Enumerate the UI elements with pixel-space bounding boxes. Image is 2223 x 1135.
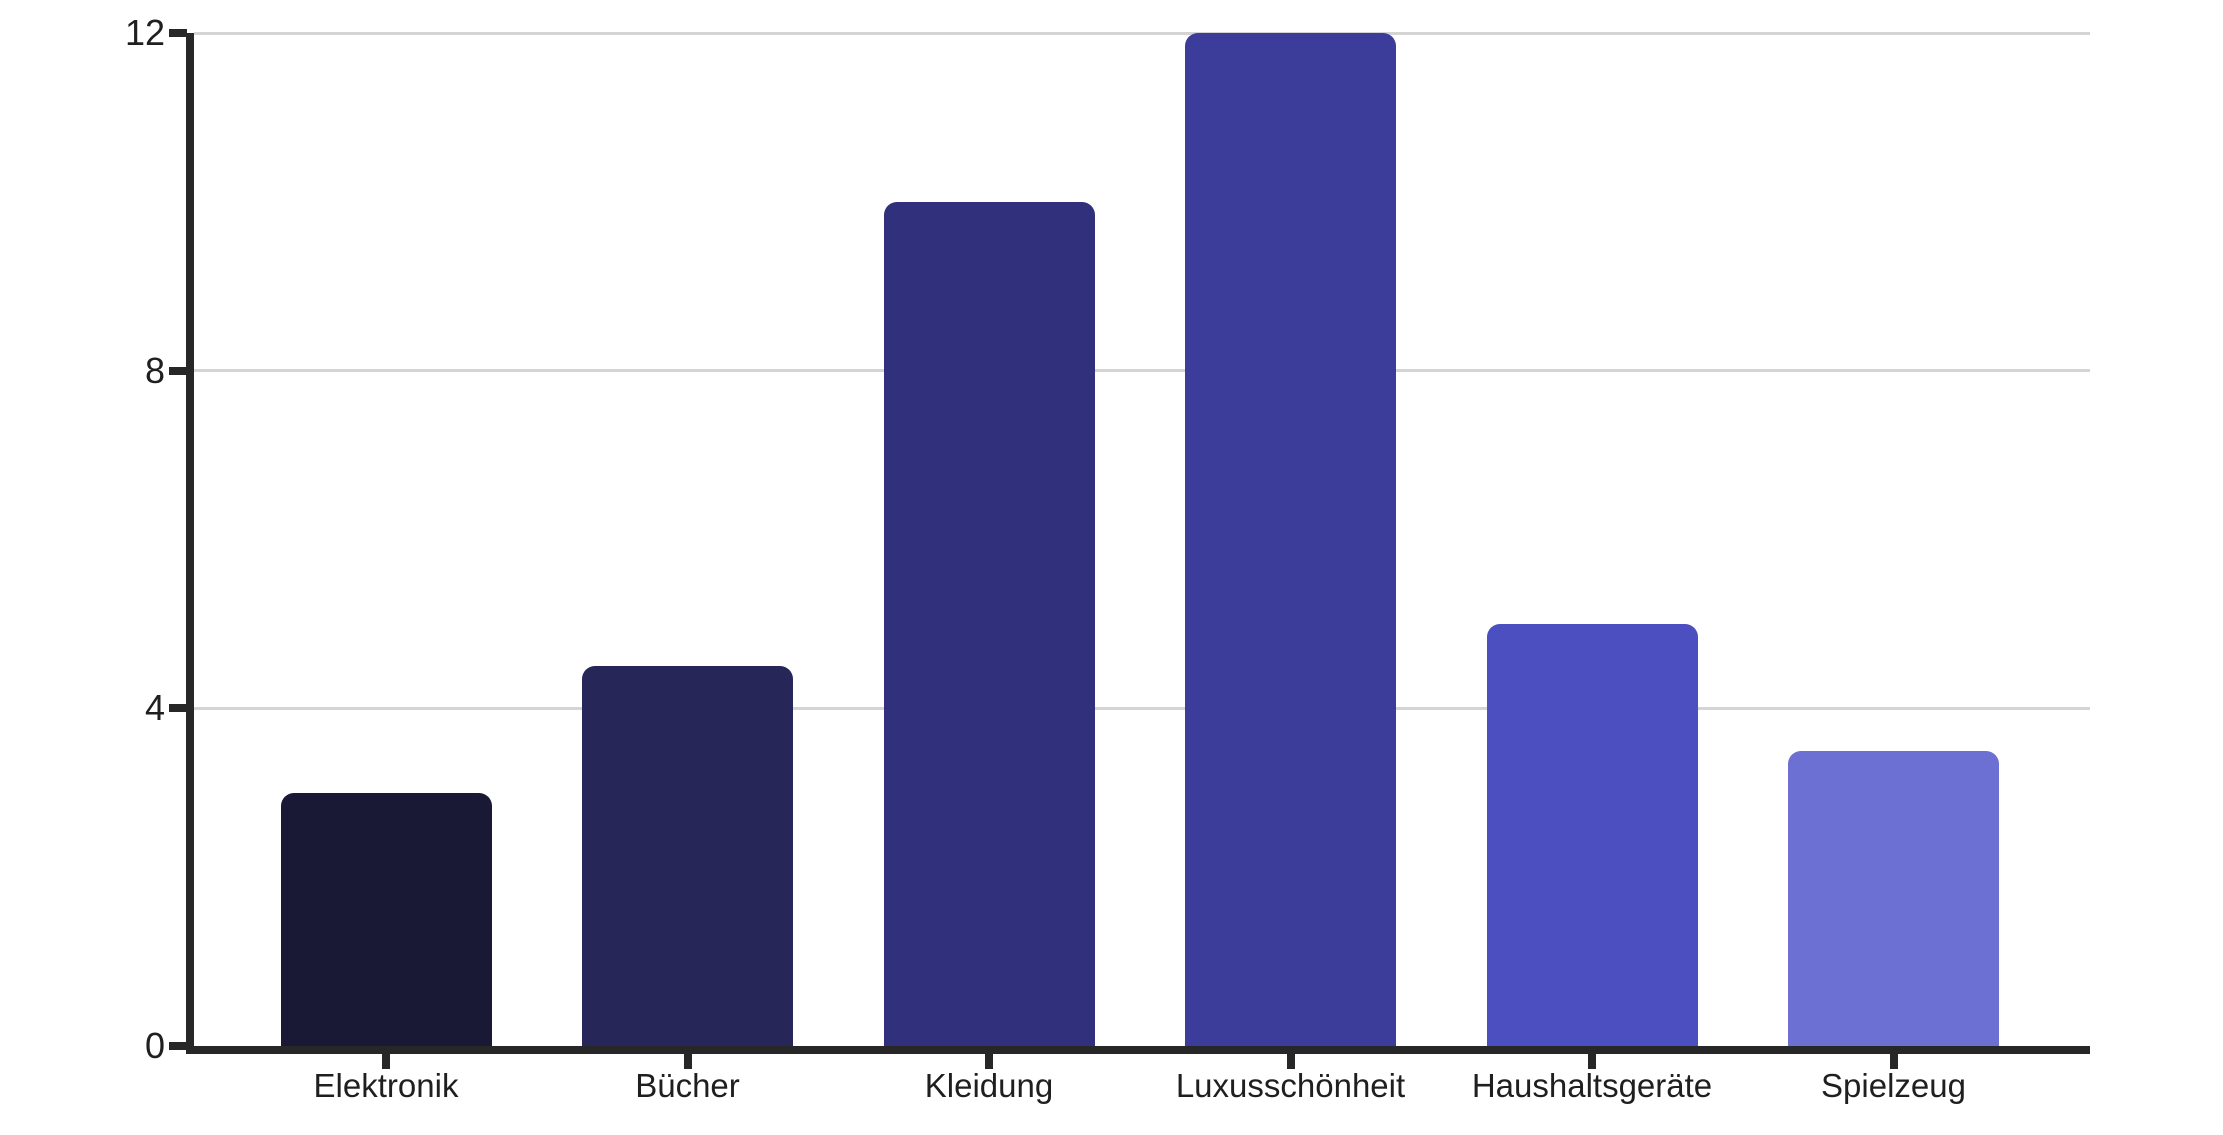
y-axis-tick-mark-8 — [169, 366, 187, 375]
x-axis-tick-mark-elektronik — [382, 1054, 390, 1069]
x-axis-tick-mark-kleidung — [985, 1054, 993, 1069]
y-axis-tick-label-8: 8 — [144, 349, 165, 391]
bar-luxusschönheit[interactable] — [1185, 33, 1396, 1046]
x-axis-tick-label-elektronik: Elektronik — [313, 1067, 459, 1104]
y-axis-line — [186, 33, 194, 1054]
x-axis-tick-label-spielzeug: Spielzeug — [1821, 1067, 1966, 1104]
gridline-12 — [194, 31, 2090, 35]
y-axis-tick-mark-12 — [169, 29, 187, 37]
bar-elektronik[interactable] — [280, 792, 492, 1046]
x-axis-tick-mark-bücher — [683, 1054, 692, 1069]
bar-haushaltsgeräte[interactable] — [1486, 623, 1698, 1046]
x-axis-tick-label-haushaltsgeräte: Haushaltsgeräte — [1471, 1067, 1713, 1104]
bar-bücher[interactable] — [582, 666, 793, 1046]
gridline-8 — [194, 369, 2090, 373]
x-axis-tick-label-bücher: Bücher — [635, 1067, 740, 1104]
bar-kleidung[interactable] — [883, 201, 1095, 1046]
y-axis-tick-label-4: 4 — [144, 687, 165, 729]
x-axis-tick-mark-haushaltsgeräte — [1588, 1054, 1596, 1069]
bar-spielzeug[interactable] — [1788, 750, 1999, 1046]
x-axis-line — [186, 1046, 2090, 1054]
x-axis-tick-label-luxusschönheit: Luxusschönheit — [1175, 1067, 1406, 1104]
gridline-4 — [194, 706, 2090, 710]
y-axis-tick-mark-4 — [169, 704, 187, 713]
x-axis-tick-mark-luxusschönheit — [1286, 1054, 1295, 1069]
y-axis-tick-label-0: 0 — [144, 1025, 165, 1066]
y-axis-tick-label-12: 12 — [124, 12, 165, 53]
x-axis-tick-label-kleidung: Kleidung — [924, 1067, 1054, 1104]
y-axis-tick-mark-0 — [169, 1042, 187, 1050]
x-axis-tick-mark-spielzeug — [1889, 1054, 1898, 1069]
